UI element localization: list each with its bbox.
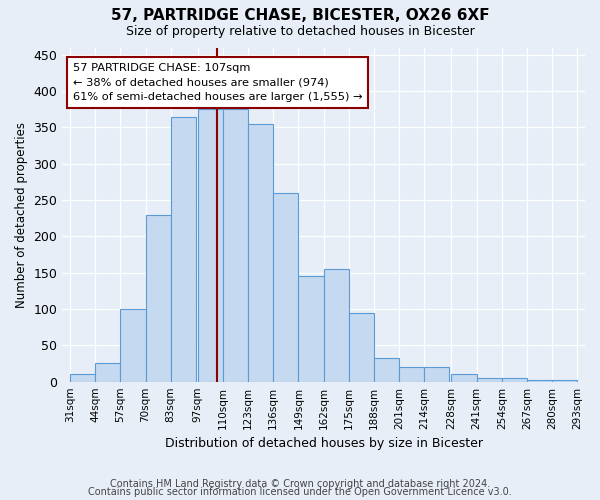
Bar bbox=[399, 367, 424, 382]
Text: 57 PARTRIDGE CHASE: 107sqm
← 38% of detached houses are smaller (974)
61% of sem: 57 PARTRIDGE CHASE: 107sqm ← 38% of deta… bbox=[73, 62, 362, 102]
Bar bbox=[70, 374, 95, 382]
Bar bbox=[476, 378, 502, 382]
Bar bbox=[95, 363, 121, 382]
Bar bbox=[223, 110, 248, 382]
Bar bbox=[349, 312, 374, 382]
Bar bbox=[424, 367, 449, 382]
Bar bbox=[198, 110, 223, 382]
Bar bbox=[171, 116, 196, 382]
Bar bbox=[298, 276, 323, 382]
Bar bbox=[502, 378, 527, 382]
Bar bbox=[121, 309, 146, 382]
Text: Contains public sector information licensed under the Open Government Licence v3: Contains public sector information licen… bbox=[88, 487, 512, 497]
Text: Contains HM Land Registry data © Crown copyright and database right 2024.: Contains HM Land Registry data © Crown c… bbox=[110, 479, 490, 489]
Text: Size of property relative to detached houses in Bicester: Size of property relative to detached ho… bbox=[125, 25, 475, 38]
X-axis label: Distribution of detached houses by size in Bicester: Distribution of detached houses by size … bbox=[164, 437, 482, 450]
Bar bbox=[552, 380, 577, 382]
Text: 57, PARTRIDGE CHASE, BICESTER, OX26 6XF: 57, PARTRIDGE CHASE, BICESTER, OX26 6XF bbox=[110, 8, 490, 22]
Bar bbox=[527, 380, 552, 382]
Y-axis label: Number of detached properties: Number of detached properties bbox=[15, 122, 28, 308]
Bar bbox=[274, 193, 298, 382]
Bar bbox=[248, 124, 274, 382]
Bar bbox=[451, 374, 476, 382]
Bar bbox=[146, 214, 171, 382]
Bar bbox=[374, 358, 399, 382]
Bar bbox=[323, 269, 349, 382]
